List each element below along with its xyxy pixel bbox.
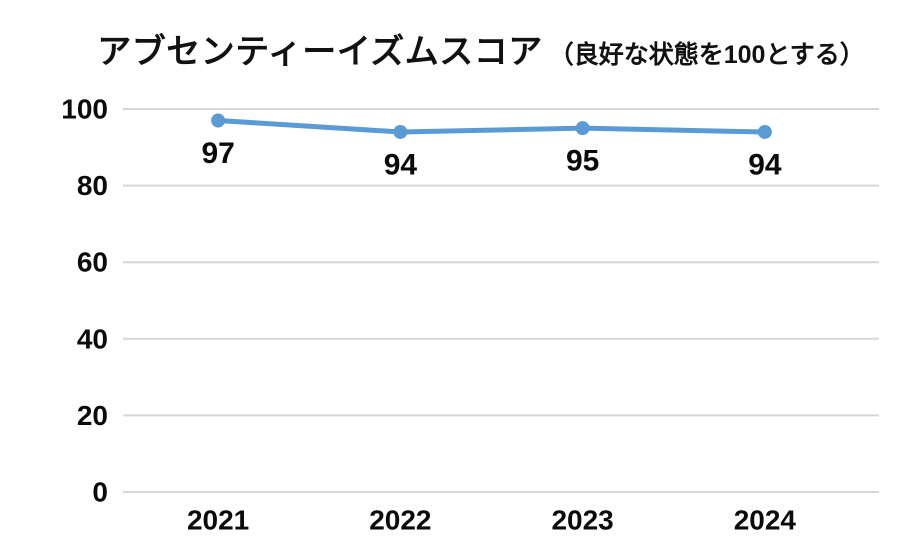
data-point-marker <box>211 113 226 128</box>
x-tick-label: 2022 <box>369 505 431 536</box>
series-line <box>215 117 768 135</box>
y-tick-label: 40 <box>77 323 108 354</box>
x-tick-label: 2021 <box>187 505 249 536</box>
y-tick-label: 80 <box>77 170 108 201</box>
y-tick-label: 20 <box>77 400 108 431</box>
y-tick-label: 0 <box>92 477 108 508</box>
x-tick-label: 2024 <box>734 505 797 536</box>
y-tick-label: 60 <box>77 247 108 278</box>
data-point-label: 94 <box>748 148 782 181</box>
y-tick-label: 100 <box>61 94 108 125</box>
x-tick-label: 2023 <box>551 505 613 536</box>
data-point-label: 95 <box>566 145 599 178</box>
chart-title: アブセンティーイズムスコア （良好な状態を100とする） <box>62 24 900 73</box>
chart-title-main: アブセンティーイズムスコア <box>97 33 543 71</box>
data-point-marker <box>575 121 590 136</box>
data-point-label: 97 <box>201 137 234 170</box>
chart-title-sub: （良好な状態を100とする） <box>548 41 865 69</box>
data-point-marker <box>757 124 772 139</box>
data-point-label: 94 <box>384 148 418 181</box>
data-point-marker <box>393 124 408 139</box>
